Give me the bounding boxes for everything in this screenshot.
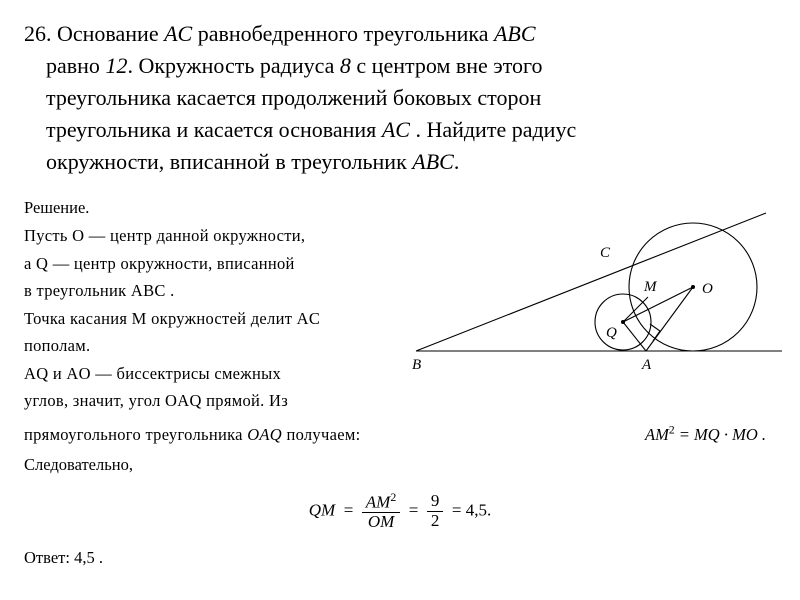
text: . Окружность радиуса [127,53,339,78]
solution-line: а Q — центр окружности, вписанной [24,251,394,277]
eq-sup: 2 [390,490,396,504]
var-AC: AC [164,21,192,46]
eq-n1: AM [366,493,391,512]
problem-statement: 26. Основание AC равнобедренного треугол… [24,18,776,177]
num-12: 12 [105,53,127,78]
eq-d1: OM [362,513,401,532]
text: треугольника и касается основания [46,117,382,142]
svg-text:Q: Q [606,325,617,341]
solution-line: AQ и AO — биссектрисы смежных [24,361,394,387]
consequently: Следовательно, [24,452,776,478]
svg-text:A: A [641,357,652,373]
svg-text:M: M [643,279,658,295]
solution-line: углов, значит, угол OAQ прямой. Из [24,388,394,414]
solution-text: Решение. Пусть O — центр данной окружнос… [24,195,394,416]
solution-line: Точка касания M окружностей делит AC [24,306,394,332]
text: . Найдите радиус [410,117,576,142]
answer-label: Ответ: [24,548,74,567]
formula-lhs: AM [645,425,669,444]
solution-line: Пусть O — центр данной окружности, [24,223,394,249]
solution-continuation: прямоугольного треугольника OAQ получаем… [24,422,776,477]
solution-heading: Решение. [24,195,394,221]
var-AC: AC [382,117,410,142]
eq-n2: 9 [427,492,444,512]
text: Основание [57,21,164,46]
svg-text:O: O [702,281,713,297]
num-8: 8 [340,53,351,78]
main-equation: QM = AM2 OM = 9 2 = 4,5. [24,491,776,532]
text: равнобедренного треугольника [192,21,494,46]
text: треугольника касается продолжений боковы… [46,85,541,110]
answer-value: 4,5 . [74,548,103,567]
var-ABC: ABC [412,149,454,174]
problem-number: 26. [24,21,52,46]
var-ABC: ABC [494,21,536,46]
svg-text:B: B [412,357,421,373]
solution-line: пополам. [24,333,394,359]
solution-line: в треугольник ABC . [24,278,394,304]
answer: Ответ: 4,5 . [24,548,776,568]
text: прямоугольного треугольника [24,425,247,444]
text: равно [46,53,105,78]
text: с центром вне этого [351,53,543,78]
eq-rhs: = 4,5. [452,501,491,520]
eq-lhs: QM [309,501,335,520]
text: . [454,149,460,174]
geometry-diagram: B A C M Q O [406,195,776,405]
text: окружности, вписанной в треугольник [46,149,412,174]
formula-rhs: = MQ · MO . [675,425,766,444]
eq-d2: 2 [427,512,444,531]
var-OAQ: OAQ [247,425,282,444]
solution-area: Решение. Пусть O — центр данной окружнос… [24,195,776,416]
text: получаем: [282,425,360,444]
svg-text:C: C [600,245,611,261]
